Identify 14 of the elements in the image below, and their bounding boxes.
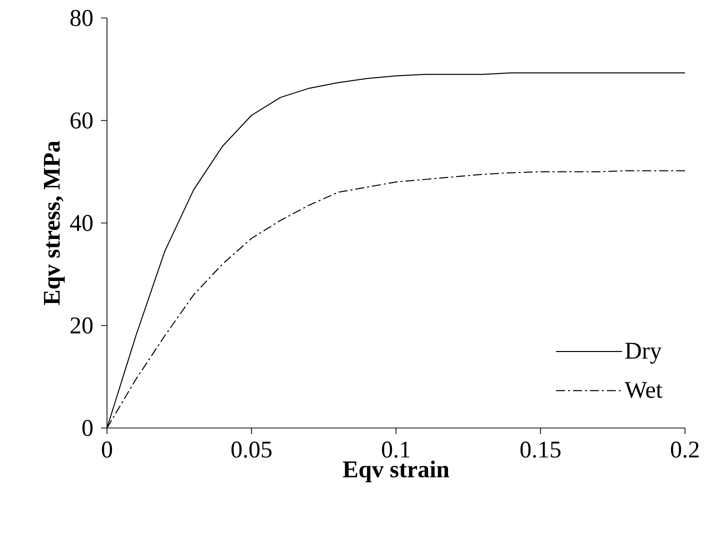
y-tick-label: 0 xyxy=(82,420,93,436)
x-tick-label: 0.05 xyxy=(231,442,272,458)
x-tick-label: 0.15 xyxy=(520,442,560,458)
x-tick-label: 0 xyxy=(102,442,112,458)
y-tick-label: 60 xyxy=(70,112,93,129)
x-tick-label: 0.1 xyxy=(382,442,410,458)
y-tick-label: 20 xyxy=(70,317,93,334)
y-tick-label: 80 xyxy=(70,10,93,26)
legend-label: Wet xyxy=(624,382,662,398)
x-axis-title: Eqv strain xyxy=(342,460,450,482)
y-axis-title: Eqv stress, MPa xyxy=(44,140,65,306)
x-tick-label: 0.2 xyxy=(670,442,699,458)
legend-label: Dry xyxy=(625,342,662,364)
y-tick-label: 40 xyxy=(70,214,93,232)
